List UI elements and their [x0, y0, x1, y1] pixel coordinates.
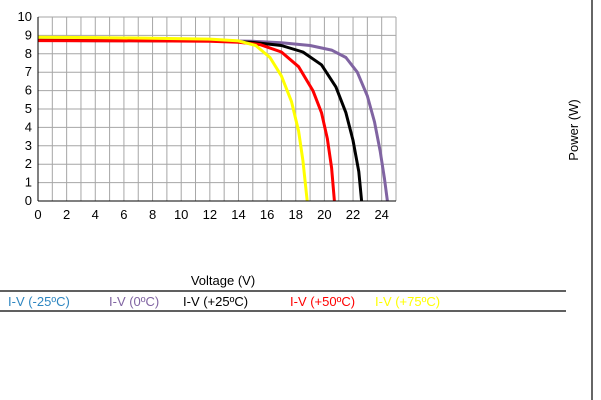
y-tick-label: 0 [25, 193, 32, 208]
x-tick-label: 24 [374, 207, 388, 222]
y-tick-label: 8 [25, 46, 32, 61]
x-tick-label: 6 [120, 207, 127, 222]
x-tick-labels: 0 2 4 6 8 10 12 14 16 18 20 22 24 [34, 207, 389, 222]
series-line-4 [37, 35, 309, 202]
series-lines [37, 35, 389, 202]
x-tick-label: 12 [203, 207, 217, 222]
legend-item-2: I-V (+25ºC) [183, 294, 248, 309]
right-axis-title: Power (W) [566, 99, 581, 160]
x-tick-label: 22 [346, 207, 360, 222]
y-tick-label: 7 [25, 64, 32, 79]
y-tick-label: 6 [25, 83, 32, 98]
y-tick-label: 1 [25, 175, 32, 190]
legend-item-4: I-V (+75ºC) [375, 294, 440, 309]
legend-item-1: I-V (0ºC) [109, 294, 159, 309]
y-tick-labels: 0 1 2 3 4 5 6 7 8 9 10 [18, 9, 32, 208]
y-tick-label: 10 [18, 9, 32, 24]
x-tick-label: 2 [63, 207, 70, 222]
x-tick-label: 20 [317, 207, 331, 222]
x-axis-title: Voltage (V) [191, 273, 255, 288]
x-tick-label: 16 [260, 207, 274, 222]
x-tick-label: 8 [149, 207, 156, 222]
y-tick-label: 2 [25, 156, 32, 171]
x-tick-label: 0 [34, 207, 41, 222]
legend-item-3: I-V (+50ºC) [290, 294, 355, 309]
legend-item-0: I-V (-25ºC) [8, 294, 70, 309]
x-tick-label: 14 [231, 207, 245, 222]
y-tick-label: 3 [25, 138, 32, 153]
legend: I-V (-25ºC) I-V (0ºC) I-V (+25ºC) I-V (+50º… [0, 290, 566, 312]
series-line-3 [37, 39, 336, 202]
axes [37, 17, 396, 202]
x-tick-label: 4 [92, 207, 99, 222]
series-line-2 [37, 38, 364, 202]
grid [37, 16, 397, 202]
y-tick-label: 9 [25, 27, 32, 42]
x-tick-label: 18 [289, 207, 303, 222]
y-tick-label: 4 [25, 119, 32, 134]
series-line-1 [37, 38, 389, 202]
y-tick-label: 5 [25, 101, 32, 116]
x-tick-label: 10 [174, 207, 188, 222]
